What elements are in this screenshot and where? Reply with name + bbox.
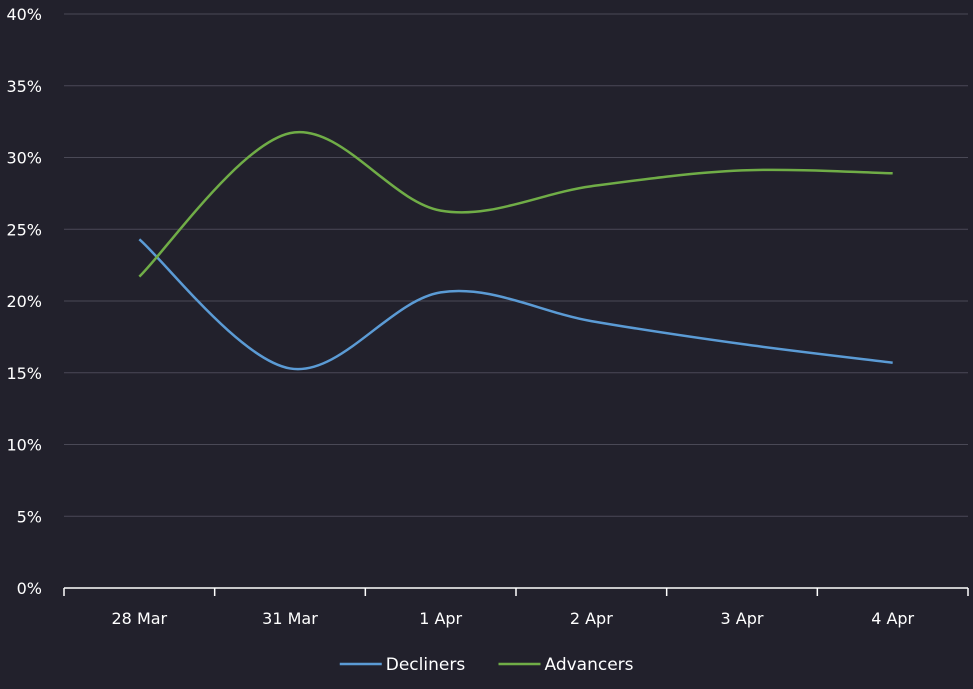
series-line-advancers xyxy=(138,130,893,278)
x-tick-label: 3 Apr xyxy=(721,609,764,628)
x-tick-label: 4 Apr xyxy=(871,609,914,628)
legend-label-advancers: Advancers xyxy=(545,655,634,675)
y-tick-label: 35% xyxy=(6,77,42,96)
y-tick-label: 30% xyxy=(6,149,42,168)
y-tick-label: 20% xyxy=(6,292,42,311)
gridlines xyxy=(64,13,968,517)
x-axis xyxy=(63,587,969,596)
x-tick-label: 31 Mar xyxy=(262,609,318,628)
series-lines xyxy=(138,130,893,371)
x-tick-label: 2 Apr xyxy=(570,609,613,628)
x-axis-tick-labels: 28 Mar 31 Mar 1 Apr 2 Apr 3 Apr 4 Apr xyxy=(112,609,915,628)
series-line-decliners xyxy=(138,238,893,371)
y-tick-label: 0% xyxy=(17,579,42,598)
y-axis-tick-labels: 0% 5% 10% 15% 20% 25% 30% 35% 40% xyxy=(6,5,42,598)
y-tick-label: 40% xyxy=(6,5,42,24)
y-tick-label: 5% xyxy=(17,507,42,526)
legend-label-decliners: Decliners xyxy=(386,655,466,675)
y-tick-label: 15% xyxy=(6,364,42,383)
x-tick-label: 28 Mar xyxy=(112,609,168,628)
y-tick-label: 25% xyxy=(6,220,42,239)
x-tick-label: 1 Apr xyxy=(419,609,462,628)
y-tick-label: 10% xyxy=(6,436,42,455)
legend: Decliners Advancers xyxy=(339,655,634,675)
